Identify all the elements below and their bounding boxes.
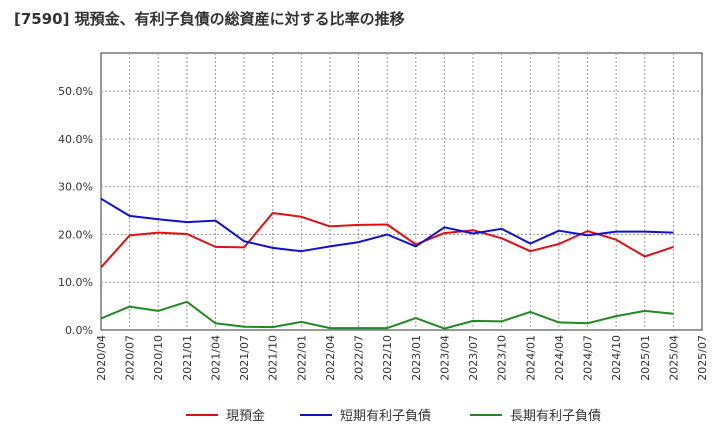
x-tick-label: 2020/10 <box>152 335 165 381</box>
x-axis-ticks: 2020/04 2020/07 2020/10 2021/01 2021/04 2021/… <box>95 335 709 381</box>
x-tick-label: 2023/07 <box>467 335 480 381</box>
x-tick-label: 2021/10 <box>267 335 280 381</box>
chart-title: [7590] 現預金、有利子負債の総資産に対する比率の推移 <box>14 10 405 28</box>
x-tick-label: 2022/04 <box>324 335 337 381</box>
x-tick-label: 2024/01 <box>524 335 537 381</box>
plot-area <box>100 52 703 331</box>
x-tick-label: 2024/10 <box>610 335 623 381</box>
y-tick-label: 40.0% <box>58 133 93 146</box>
x-tick-label: 2022/10 <box>381 335 394 381</box>
x-tick-label: 2024/07 <box>582 335 595 381</box>
x-tick-label: 2024/04 <box>553 335 566 381</box>
y-tick-label: 0.0% <box>65 324 93 337</box>
y-tick-label: 50.0% <box>58 85 93 98</box>
x-tick-label: 2025/04 <box>667 335 680 381</box>
x-tick-label: 2021/04 <box>209 335 222 381</box>
series-line-現預金 <box>100 212 674 269</box>
legend: 現預金 短期有利子負債 長期有利子負債 <box>186 408 601 424</box>
x-tick-label: 2025/01 <box>639 335 652 381</box>
legend-label: 短期有利子負債 <box>340 409 431 424</box>
series-line-短期有利子負債 <box>100 197 674 253</box>
x-tick-label: 2022/07 <box>353 335 366 381</box>
y-tick-label: 10.0% <box>58 276 93 289</box>
y-tick-label: 20.0% <box>58 228 93 241</box>
x-tick-label: 2025/07 <box>696 335 709 381</box>
x-tick-label: 2021/01 <box>181 335 194 381</box>
y-tick-label: 30.0% <box>58 181 93 194</box>
legend-label: 長期有利子負債 <box>510 409 601 424</box>
series-lines <box>100 197 674 330</box>
x-tick-label: 2021/07 <box>238 335 251 381</box>
series-line-長期有利子負債 <box>100 300 674 330</box>
y-axis-ticks: 0.0% 10.0% 20.0% 30.0% 40.0% 50.0% <box>58 85 93 337</box>
x-tick-label: 2023/10 <box>496 335 509 381</box>
x-tick-label: 2023/01 <box>410 335 423 381</box>
x-tick-label: 2023/04 <box>438 335 451 381</box>
legend-label: 現預金 <box>226 408 265 424</box>
x-tick-label: 2020/07 <box>124 335 137 381</box>
x-tick-label: 2022/01 <box>295 335 308 381</box>
x-tick-label: 2020/04 <box>95 335 108 381</box>
